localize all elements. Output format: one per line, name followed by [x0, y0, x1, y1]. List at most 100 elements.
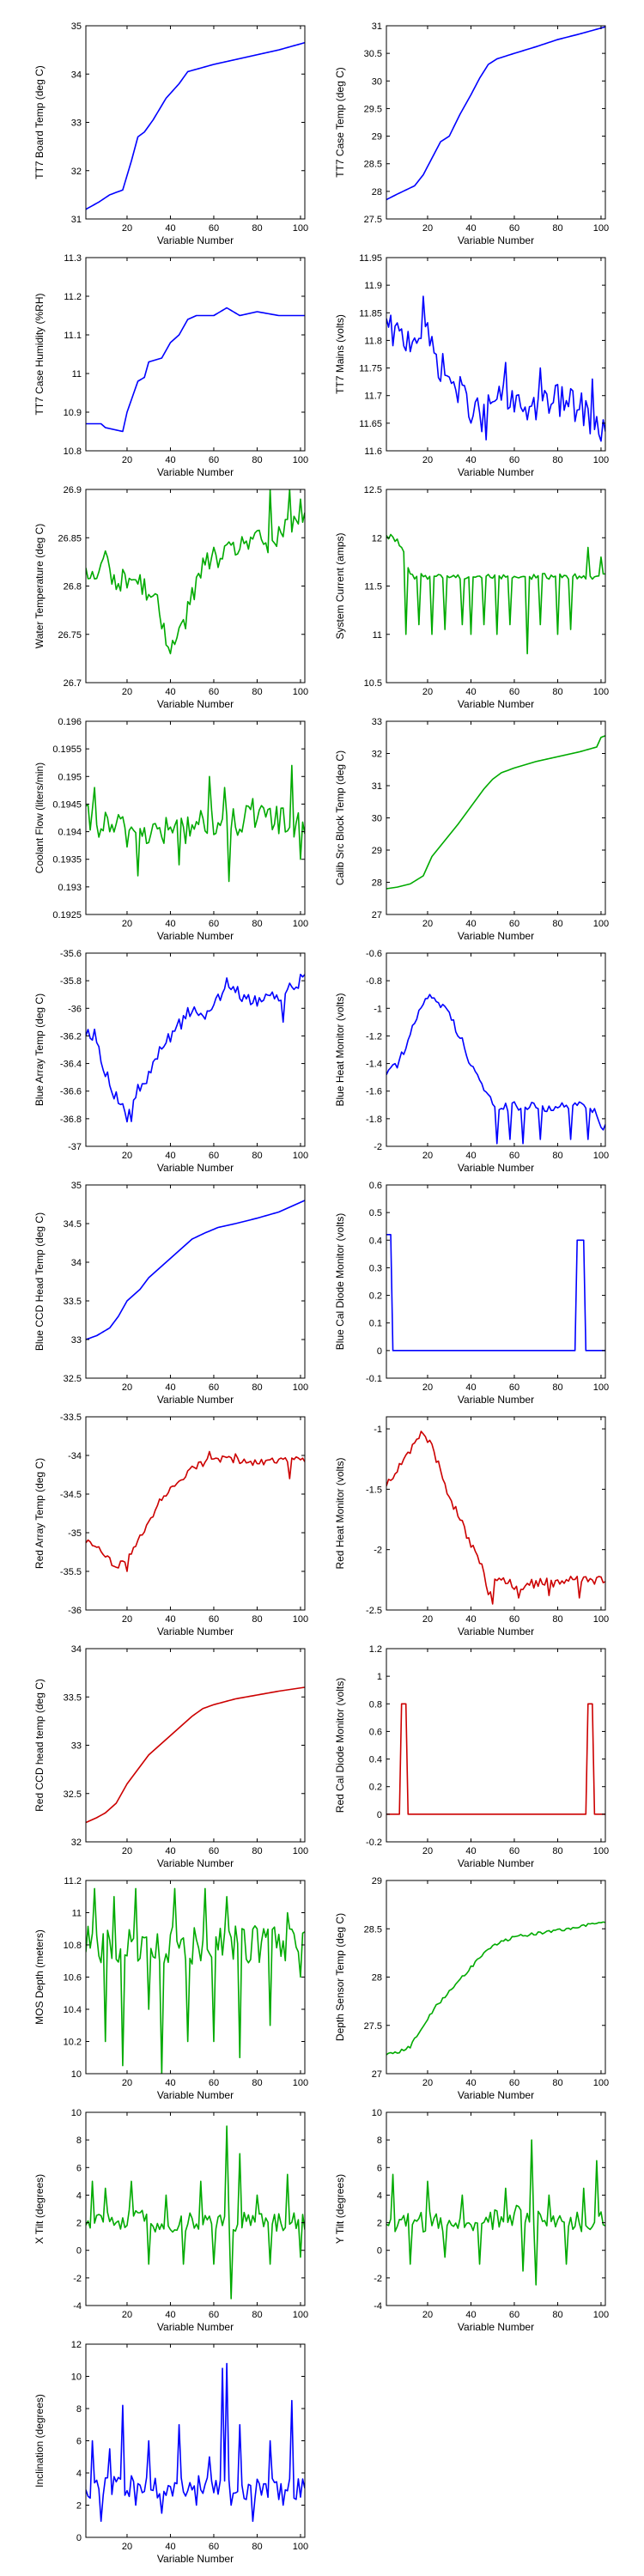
y-tick-label: 11.6 — [364, 447, 382, 457]
y-tick-label: -35.5 — [60, 1567, 82, 1577]
x-tick-label: 100 — [293, 455, 308, 465]
x-tick-label: 60 — [509, 919, 519, 929]
x-tick-label: 20 — [122, 2310, 132, 2320]
x-tick-label: 80 — [552, 455, 562, 465]
y-tick-label: 0.1 — [369, 1319, 382, 1329]
x-tick-label: 80 — [252, 1846, 262, 1856]
x-tick-label: 40 — [165, 223, 175, 234]
x-axis-label: Variable Number — [157, 930, 234, 942]
x-tick-label: 20 — [122, 1382, 132, 1393]
y-tick-label: 33 — [71, 1741, 82, 1752]
y-tick-label: 11.95 — [359, 253, 382, 264]
x-tick-label: 80 — [552, 1382, 562, 1393]
chart-4: 20 40 60 80 100 11.6 11.65 11.7 11.75 11.8 11.85 11… — [334, 253, 609, 478]
y-tick-label: 0.1935 — [52, 855, 82, 866]
y-tick-label: 4 — [76, 2190, 82, 2201]
chart-2: 20 40 60 80 100 27.5 28 28.5 29 29.5 30 30.5 31 Varia… — [334, 21, 609, 246]
y-tick-label: 29.5 — [364, 104, 382, 114]
y-tick-label: 1 — [377, 1672, 382, 1682]
y-tick-label: 35 — [71, 21, 82, 32]
x-tick-label: 80 — [252, 2078, 262, 2088]
chart-19: 20 40 60 80 100 -4 -2 0 2 4 6 8 10 Variable Number X T… — [33, 2108, 308, 2333]
x-axis-label: Variable Number — [458, 2089, 534, 2101]
x-tick-label: 100 — [593, 919, 609, 929]
x-axis-label: Variable Number — [157, 2089, 234, 2101]
y-tick-label: 0.6 — [369, 1181, 382, 1191]
y-tick-label: 32 — [71, 1838, 82, 1848]
y-tick-label: 32.5 — [64, 1374, 82, 1384]
y-tick-label: 10.9 — [64, 408, 82, 418]
series-line — [86, 2125, 305, 2300]
x-tick-label: 100 — [293, 2542, 308, 2552]
y-tick-label: 10.4 — [64, 2005, 82, 2015]
plot-frame — [85, 1416, 306, 1611]
y-tick-label: 11.65 — [359, 419, 382, 429]
x-tick-label: 100 — [593, 1382, 609, 1393]
y-tick-label: -36.6 — [60, 1087, 82, 1097]
y-tick-label: 0 — [377, 1346, 382, 1357]
y-tick-label: -2.5 — [366, 1606, 382, 1616]
x-tick-label: 80 — [252, 687, 262, 697]
x-tick-label: 20 — [422, 2078, 433, 2088]
x-tick-label: 80 — [252, 1614, 262, 1625]
y-tick-label: 30 — [372, 76, 382, 87]
x-axis-label: Variable Number — [458, 2321, 534, 2333]
plot-frame — [85, 1184, 306, 1379]
y-tick-label: 4 — [377, 2190, 382, 2201]
series-line — [86, 1200, 305, 1340]
chart-15: 20 40 60 80 100 32 32.5 33 33.5 34 Variable Number… — [33, 1644, 308, 1869]
x-tick-label: 60 — [209, 1382, 219, 1393]
y-tick-label: 32 — [71, 167, 82, 177]
y-tick-label: -35.8 — [60, 976, 82, 987]
series-line — [86, 764, 305, 883]
y-tick-label: 28.5 — [364, 1924, 382, 1935]
series-line — [386, 735, 605, 890]
x-tick-label: 60 — [209, 919, 219, 929]
y-tick-label: 34 — [71, 70, 82, 80]
y-tick-label: 11.2 — [64, 292, 82, 302]
y-tick-label: 34 — [71, 1644, 82, 1655]
chart-7: 20 40 60 80 100 0.1925 0.193 0.1935 0.194 0.1945 0… — [33, 717, 308, 942]
y-tick-label: 27 — [372, 910, 382, 920]
x-tick-label: 80 — [252, 2542, 262, 2552]
y-tick-label: 27.5 — [364, 2021, 382, 2032]
plot-frame — [85, 1880, 306, 2075]
x-tick-label: 40 — [465, 223, 476, 234]
x-axis-label: Variable Number — [157, 2321, 234, 2333]
x-axis-label: Variable Number — [157, 1857, 234, 1869]
y-axis-label: Red CCD head temp (deg C) — [33, 1679, 46, 1812]
x-tick-label: 60 — [209, 1151, 219, 1161]
y-tick-label: -0.1 — [366, 1374, 382, 1384]
y-tick-label: 8 — [377, 2136, 382, 2146]
y-tick-label: 10 — [71, 2069, 82, 2080]
x-tick-label: 80 — [552, 1151, 562, 1161]
y-tick-label: 26.9 — [64, 485, 82, 495]
x-tick-label: 100 — [293, 2078, 308, 2088]
x-tick-label: 20 — [122, 1151, 132, 1161]
x-tick-label: 40 — [165, 919, 175, 929]
x-tick-label: 80 — [252, 919, 262, 929]
plot-frame — [386, 2111, 606, 2306]
y-tick-label: 8 — [76, 2136, 82, 2146]
x-tick-label: 40 — [465, 2078, 476, 2088]
x-tick-label: 60 — [509, 455, 519, 465]
y-tick-label: 0.4 — [369, 1236, 382, 1246]
y-tick-label: -1 — [374, 1425, 382, 1435]
series-line — [86, 307, 305, 433]
x-tick-label: 40 — [465, 1846, 476, 1856]
series-line — [86, 1686, 305, 1824]
x-tick-label: 40 — [165, 1151, 175, 1161]
y-tick-label: 28 — [372, 187, 382, 197]
series-line — [86, 489, 305, 655]
x-axis-label: Variable Number — [458, 1394, 534, 1406]
y-axis-label: Calib Src Block Temp (deg C) — [334, 750, 346, 885]
x-tick-label: 20 — [122, 2078, 132, 2088]
x-tick-label: 100 — [293, 687, 308, 697]
plot-frame — [386, 1416, 606, 1611]
x-axis-label: Variable Number — [458, 698, 534, 710]
y-tick-label: -1.8 — [366, 1115, 382, 1125]
y-axis-label: TT7 Board Temp (deg C) — [33, 65, 46, 179]
y-tick-label: 30 — [372, 814, 382, 824]
y-tick-label: -36.4 — [60, 1060, 82, 1070]
